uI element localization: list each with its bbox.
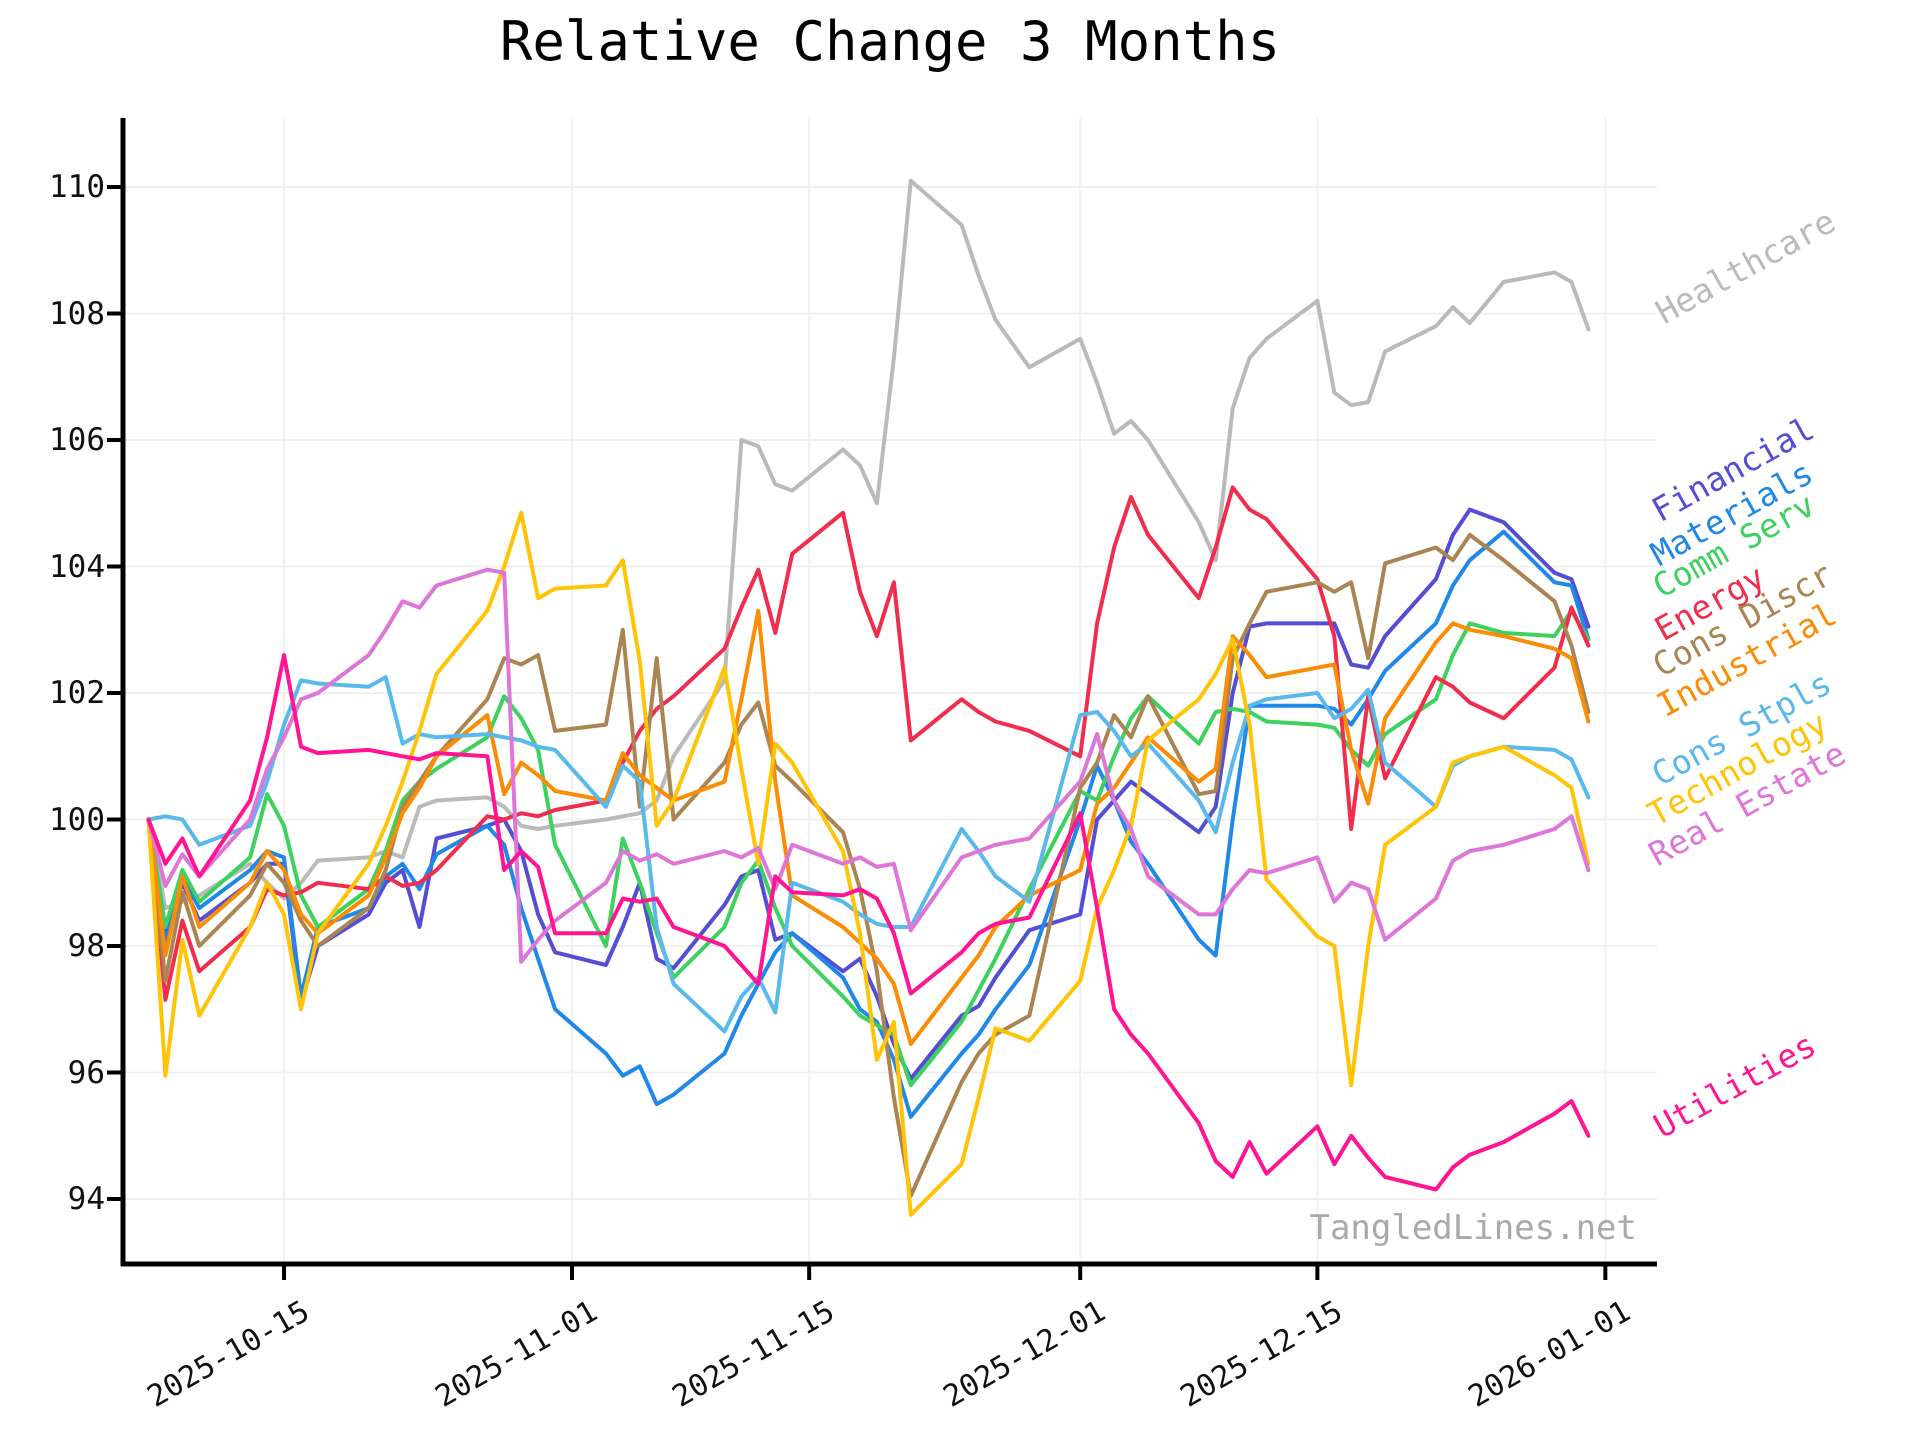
watermark: TangledLines.net	[1309, 1208, 1637, 1248]
series-line-industrial	[146, 608, 1591, 1046]
series-line-utilities	[146, 653, 1591, 1192]
y-tick-label: 94	[67, 1181, 105, 1217]
series-line-financial	[146, 507, 1591, 1081]
series-line-real-estate	[146, 567, 1591, 964]
y-tick-label: 98	[67, 928, 105, 964]
y-tick-label: 108	[49, 295, 105, 332]
series-line-materials	[146, 529, 1591, 1119]
series-line-cons-stpls	[146, 675, 1591, 1034]
chart-title: Relative Change 3 Months	[499, 10, 1281, 73]
series-line-cons-discr	[146, 532, 1591, 1198]
series-line-healthcare	[146, 178, 1591, 911]
y-tick-label: 100	[49, 801, 105, 838]
y-tick-label: 96	[67, 1054, 105, 1091]
series-line-comm-serv	[146, 608, 1591, 1088]
y-tick-label: 106	[49, 422, 105, 458]
y-tick-label: 110	[49, 169, 105, 205]
y-tick-label: 102	[49, 675, 105, 711]
y-tick-label: 104	[49, 548, 105, 585]
